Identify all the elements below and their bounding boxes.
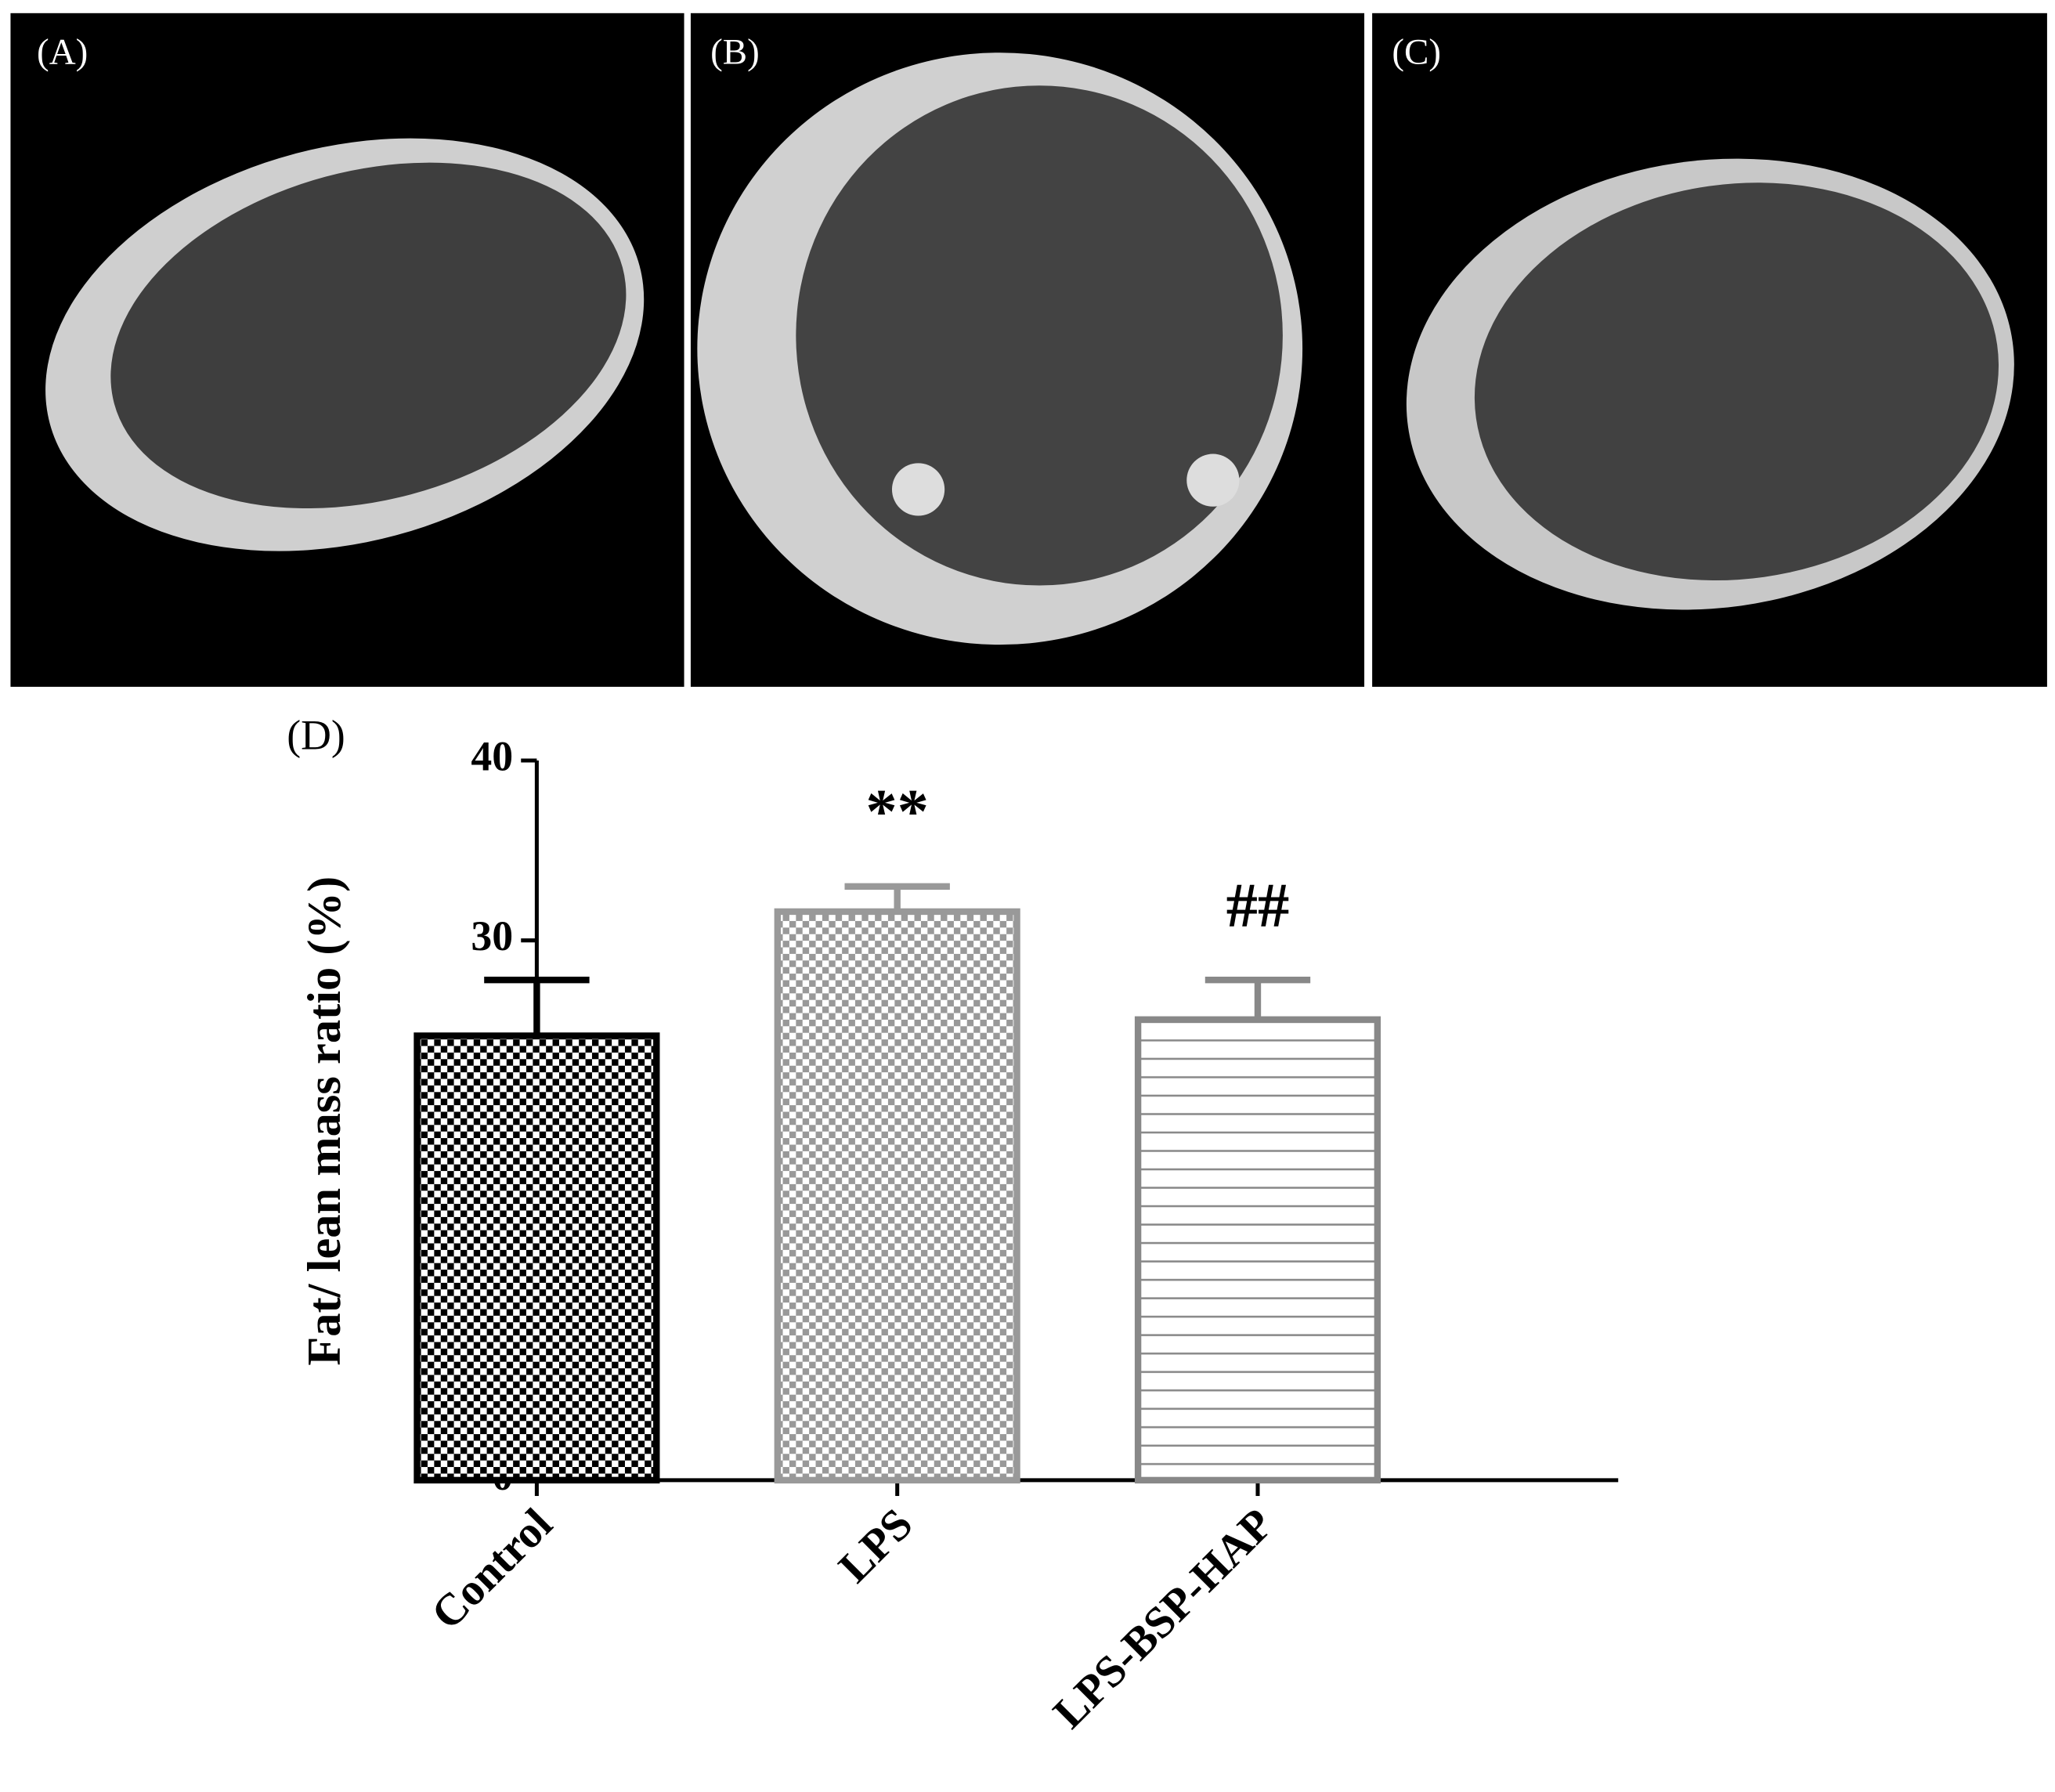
- y-tick-label: 40: [471, 732, 513, 779]
- panel-label: (A): [37, 31, 88, 72]
- mri-panel-b: [690, 13, 1365, 687]
- panel-label: (C): [1392, 31, 1441, 72]
- significance-annotation: **: [865, 777, 929, 847]
- panel-label: (B): [710, 31, 760, 72]
- significance-annotation: ##: [1226, 870, 1290, 940]
- y-axis-label: Fat/ lean mass ratio (%): [298, 876, 351, 1366]
- x-tick-label: Control: [422, 1499, 562, 1638]
- bar: [414, 1032, 660, 1484]
- x-tick-label: LPS: [829, 1499, 923, 1592]
- x-tick-label: LPS-BSP-HAP: [1044, 1499, 1283, 1738]
- panel-label: (D): [287, 711, 345, 758]
- y-tick-label: 30: [471, 912, 513, 959]
- mri-panel-c: [1372, 13, 2047, 687]
- bar: [774, 908, 1020, 1484]
- mri-panel-a: [10, 13, 684, 687]
- bar: [1134, 1016, 1381, 1484]
